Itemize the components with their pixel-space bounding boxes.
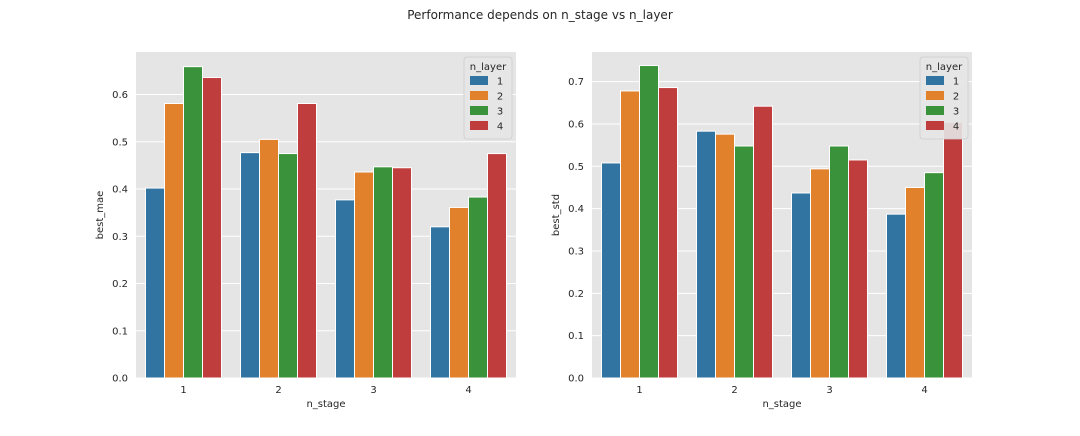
- x-tick-label: 3: [826, 385, 832, 396]
- bar-stage-3-layer-3: [373, 166, 393, 379]
- bar-stage-2-layer-3: [278, 153, 298, 379]
- y-tick-label: 0.5: [112, 137, 128, 148]
- bar-stage-1-layer-1: [601, 162, 621, 379]
- legend: n_layer 1 2 3 4: [919, 56, 969, 140]
- x-tick-label: 2: [731, 385, 737, 396]
- bar-stage-4-layer-3: [468, 196, 488, 379]
- y-tick-label: 0.3: [568, 246, 584, 257]
- legend: n_layer 1 2 3 4: [463, 56, 513, 140]
- bar-stage-4-layer-4: [943, 121, 963, 379]
- legend-label: 4: [953, 122, 959, 133]
- bar-stage-3-layer-4: [848, 159, 868, 379]
- legend-swatch-2: [926, 91, 944, 100]
- bar-stage-2-layer-4: [753, 105, 773, 379]
- bar-stage-3-layer-1: [791, 192, 811, 379]
- y-tick-label: 0.3: [112, 232, 128, 243]
- legend-label: 1: [497, 77, 503, 88]
- legend-swatch-2: [470, 91, 488, 100]
- bar-stage-1-layer-2: [620, 90, 640, 379]
- y-tick-label: 0.2: [112, 279, 128, 290]
- legend-swatch-1: [470, 76, 488, 85]
- y-tick-label: 0.0: [568, 374, 584, 385]
- legend-label: 3: [497, 107, 503, 118]
- y-axis-label: best_std: [551, 194, 562, 236]
- legend-swatch-4: [470, 121, 488, 130]
- bar-stage-2-layer-1: [696, 130, 716, 379]
- bar-stage-4-layer-2: [905, 186, 925, 379]
- bar-stage-4-layer-4: [487, 153, 507, 379]
- chart-panel-1: 0.0 0.1 0.2 0.3 0.4 0.5 0.6 1 2 3 4 n_stage best_mae…: [95, 52, 516, 410]
- bar-stage-4-layer-1: [886, 213, 906, 379]
- y-tick-label: 0.6: [112, 90, 128, 101]
- y-axis-label: best_mae: [95, 191, 106, 240]
- x-tick-label: 1: [180, 385, 186, 396]
- y-tick-label: 0.6: [568, 119, 584, 130]
- bar-stage-3-layer-4: [392, 167, 412, 379]
- bar-stage-2-layer-1: [240, 152, 260, 379]
- y-tick-label: 0.2: [568, 289, 584, 300]
- bar-stage-2-layer-3: [734, 145, 754, 379]
- y-tick-label: 0.0: [112, 374, 128, 385]
- x-tick-label: 3: [370, 385, 376, 396]
- bar-stage-3-layer-3: [829, 145, 849, 379]
- legend-label: 2: [953, 92, 959, 103]
- chart-panels: 0.0 0.1 0.2 0.3 0.4 0.5 0.6 1 2 3 4 n_stage best_mae…: [95, 52, 972, 410]
- x-tick-label: 4: [465, 385, 471, 396]
- bar-stage-1-layer-4: [658, 87, 678, 379]
- bar-stage-1-layer-3: [639, 65, 659, 379]
- bar-stage-2-layer-2: [259, 138, 279, 379]
- chart-panel-2: 0.0 0.1 0.2 0.3 0.4 0.5 0.6 0.7 1 2 3 4 n_stage best_…: [551, 52, 972, 410]
- legend-label: 2: [497, 92, 503, 103]
- legend-label: 1: [953, 77, 959, 88]
- bar-stage-1-layer-1: [145, 187, 165, 379]
- bar-stage-1-layer-4: [202, 77, 222, 379]
- bar-stage-3-layer-1: [335, 199, 355, 379]
- bar-stage-2-layer-4: [297, 102, 317, 379]
- y-tick-label: 0.1: [112, 326, 128, 337]
- bar-stage-2-layer-2: [715, 133, 735, 379]
- bar-stage-1-layer-3: [183, 66, 203, 379]
- bar-stage-3-layer-2: [354, 171, 374, 379]
- legend-swatch-3: [470, 106, 488, 115]
- x-axis-label: n_stage: [306, 399, 345, 410]
- y-tick-label: 0.5: [568, 162, 584, 173]
- y-tick-label: 0.1: [568, 331, 584, 342]
- x-tick-label: 1: [636, 385, 642, 396]
- legend-title: n_layer: [926, 62, 963, 73]
- y-tick-label: 0.7: [568, 77, 584, 88]
- bar-stage-4-layer-1: [430, 226, 450, 379]
- bar-stage-4-layer-2: [449, 206, 469, 379]
- figure-suptitle: Performance depends on n_stage vs n_laye…: [407, 8, 673, 22]
- legend-label: 3: [953, 107, 959, 118]
- legend-swatch-3: [926, 106, 944, 115]
- bar-stage-3-layer-2: [810, 168, 830, 379]
- x-tick-label: 2: [275, 385, 281, 396]
- bar-stage-1-layer-2: [164, 102, 184, 379]
- x-tick-label: 4: [921, 385, 927, 396]
- legend-title: n_layer: [470, 62, 507, 73]
- legend-label: 4: [497, 122, 503, 133]
- bar-stage-4-layer-3: [924, 172, 944, 379]
- x-axis-label: n_stage: [762, 399, 801, 410]
- legend-swatch-1: [926, 76, 944, 85]
- y-tick-label: 0.4: [112, 185, 128, 196]
- legend-swatch-4: [926, 121, 944, 130]
- y-tick-label: 0.4: [568, 204, 584, 215]
